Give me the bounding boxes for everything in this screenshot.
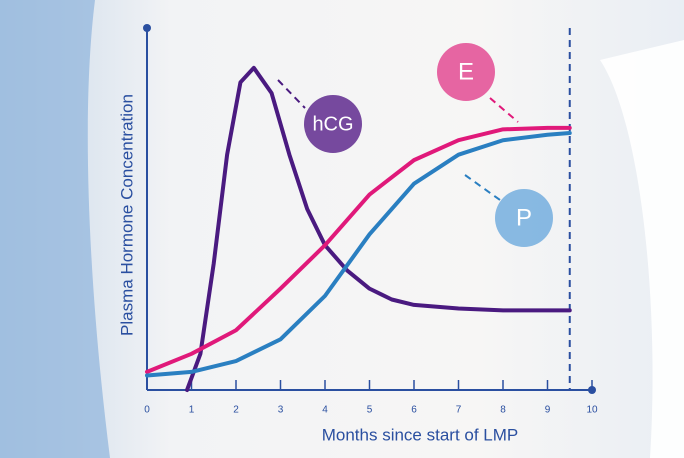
legend-badge: [495, 189, 553, 247]
x-tick-label: 8: [500, 405, 506, 416]
series-line: [145, 125, 572, 374]
x-tick-label: 1: [189, 405, 195, 416]
y-axis-label: Plasma Hormone Concentration: [117, 94, 136, 336]
legend-label: E: [458, 58, 474, 85]
legend-connector: [277, 79, 306, 109]
x-tick-label: 0: [144, 405, 150, 416]
legend-badge: [437, 43, 495, 101]
legend-label: hCG: [312, 113, 353, 135]
x-tick-label: 3: [278, 405, 284, 416]
x-tick-label: 6: [411, 405, 417, 416]
x-tick-label: 9: [545, 405, 551, 416]
photo-shape: [0, 0, 110, 458]
legend-connector: [489, 97, 519, 123]
series-line: [145, 130, 572, 378]
legend-badge: [304, 95, 362, 153]
x-axis-label: Months since start of LMP: [322, 425, 519, 444]
x-tick-label: 10: [586, 405, 598, 416]
x-tick-label: 4: [322, 405, 328, 416]
x-tick-label: 5: [367, 405, 373, 416]
legend-label: P: [516, 204, 532, 231]
axis-end: [143, 24, 151, 32]
photo-shape: [600, 40, 684, 458]
x-tick-label: 7: [456, 405, 462, 416]
x-tick-label: 2: [233, 405, 239, 416]
series-line: [185, 65, 572, 392]
